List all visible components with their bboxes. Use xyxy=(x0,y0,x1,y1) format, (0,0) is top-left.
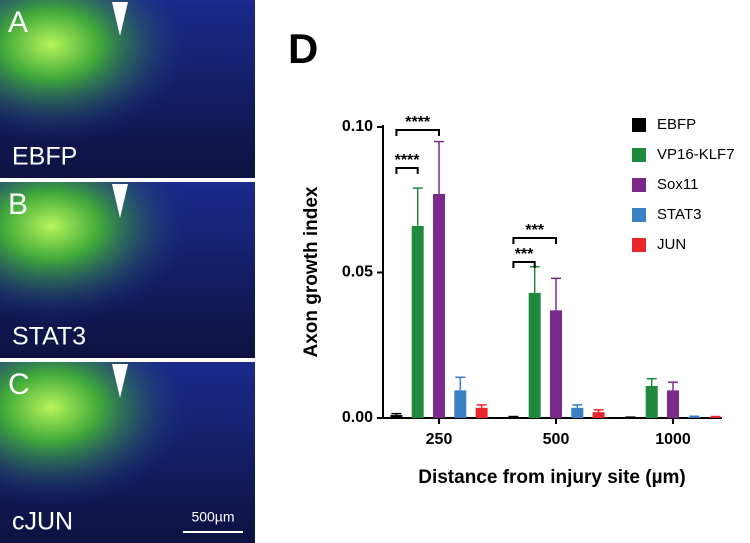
legend-label: JUN xyxy=(657,236,686,253)
panel-label: cJUN xyxy=(12,508,73,536)
legend-swatch xyxy=(632,238,646,252)
injury-arrow xyxy=(112,364,128,398)
x-tick-label: 250 xyxy=(426,431,453,448)
x-tick-label: 500 xyxy=(543,431,570,448)
bar xyxy=(390,415,403,418)
bar xyxy=(645,385,658,418)
bar xyxy=(454,390,467,418)
bar xyxy=(688,417,701,418)
significance-bracket xyxy=(395,129,440,136)
significance-label: *** xyxy=(515,246,534,263)
legend-swatch xyxy=(632,178,646,192)
legend-swatch xyxy=(632,148,646,162)
significance-label: *** xyxy=(525,222,544,239)
significance-bracket xyxy=(512,237,557,244)
panel-letter: A xyxy=(8,6,28,39)
chart: D Axon growth index Distance from injury s… xyxy=(288,25,735,488)
panel-label: STAT3 xyxy=(12,323,86,351)
y-axis-label: Axon growth index xyxy=(301,186,322,357)
scale-bar-label: 500µm xyxy=(191,509,234,525)
injury-arrow xyxy=(112,184,128,218)
panel-label: EBFP xyxy=(12,143,77,171)
y-tick-label: 0.05 xyxy=(342,264,373,281)
y-tick-label: 0.10 xyxy=(342,118,373,135)
bar xyxy=(507,417,520,418)
legend-label: Sox11 xyxy=(657,176,698,193)
bar xyxy=(667,390,679,418)
panel-letter: B xyxy=(8,188,28,221)
significance-label: **** xyxy=(405,114,431,131)
bar xyxy=(528,292,541,418)
bar xyxy=(709,417,722,418)
fluorescence xyxy=(0,182,255,358)
x-tick-label: 1000 xyxy=(655,431,691,448)
significance-bracket xyxy=(512,261,536,268)
significance-bracket xyxy=(395,167,419,174)
legend-label: STAT3 xyxy=(657,206,701,223)
bar xyxy=(571,407,584,418)
legend-label: EBFP xyxy=(657,116,696,133)
legend-swatch xyxy=(632,208,646,222)
bar xyxy=(475,407,488,418)
bar xyxy=(411,225,424,418)
legend-label: VP16-KLF7 xyxy=(657,146,735,163)
bar xyxy=(433,193,445,418)
significance-label: **** xyxy=(395,152,421,169)
legend-swatch xyxy=(632,118,646,132)
x-axis-label: Distance from injury site (µm) xyxy=(418,467,686,488)
bar xyxy=(592,412,605,418)
fluorescence xyxy=(0,362,255,543)
panel-letter: D xyxy=(288,25,318,72)
y-tick-label: 0.00 xyxy=(342,409,373,426)
bar xyxy=(550,310,562,418)
panel-letter: C xyxy=(8,368,30,401)
fluorescence xyxy=(0,0,255,178)
injury-arrow xyxy=(112,2,128,36)
